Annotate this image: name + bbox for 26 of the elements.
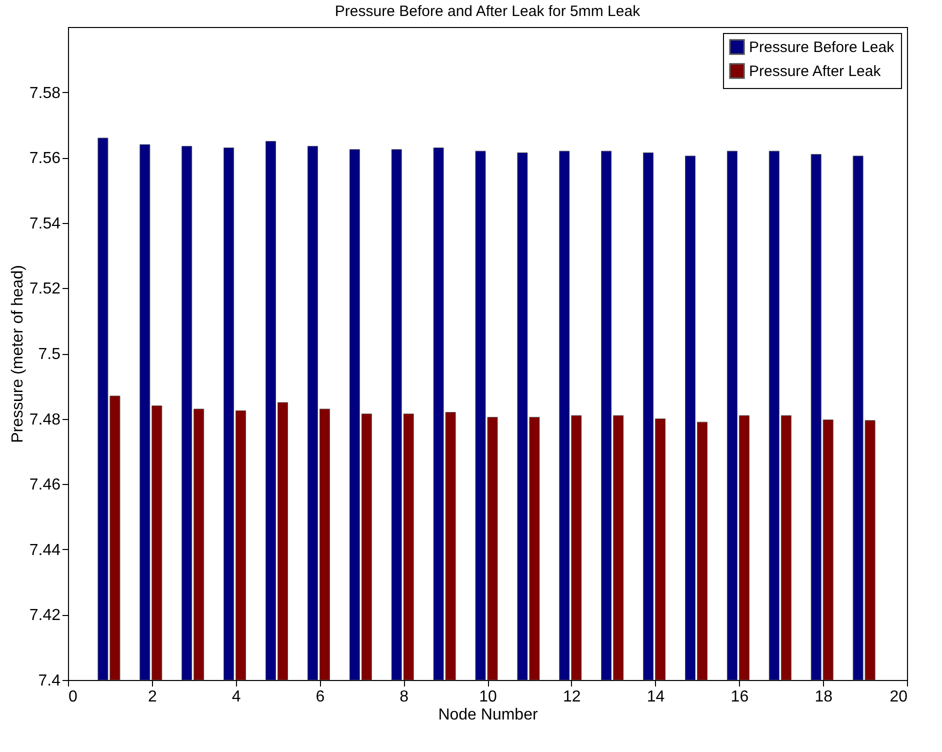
- legend-label: Pressure After Leak: [749, 63, 882, 80]
- legend-label: Pressure Before Leak: [749, 39, 895, 56]
- x-tick-label: 6: [316, 688, 325, 706]
- y-tick-label: 7.4: [38, 672, 61, 690]
- y-tick-label: 7.5: [38, 346, 61, 363]
- y-tick-label: 7.48: [29, 411, 61, 428]
- y-tick-label: 7.58: [29, 84, 61, 102]
- chart-title: Pressure Before and After Leak for 5mm Leak: [334, 3, 641, 20]
- x-tick-label: 10: [479, 688, 497, 706]
- y-tick-label: 7.42: [29, 607, 61, 624]
- y-axis-title: Pressure (meter of head): [9, 265, 26, 443]
- y-tick-label: 7.46: [29, 476, 61, 494]
- x-tick-label: 14: [646, 688, 665, 706]
- x-tick-label: 8: [400, 688, 409, 706]
- y-tick-label: 7.56: [29, 150, 61, 168]
- x-tick-label: 0: [68, 688, 78, 706]
- x-tick-label: 18: [814, 688, 833, 706]
- y-tick-label: 7.52: [29, 280, 61, 298]
- x-axis-title: Node Number: [438, 706, 538, 724]
- x-tick-label: 2: [148, 688, 157, 706]
- x-tick-label: 12: [563, 688, 581, 706]
- x-tick-label: 4: [232, 688, 241, 706]
- x-tick-label: 20: [890, 688, 908, 706]
- x-tick-label: 16: [730, 688, 749, 706]
- y-tick-label: 7.44: [29, 542, 61, 559]
- y-tick-label: 7.54: [29, 215, 61, 232]
